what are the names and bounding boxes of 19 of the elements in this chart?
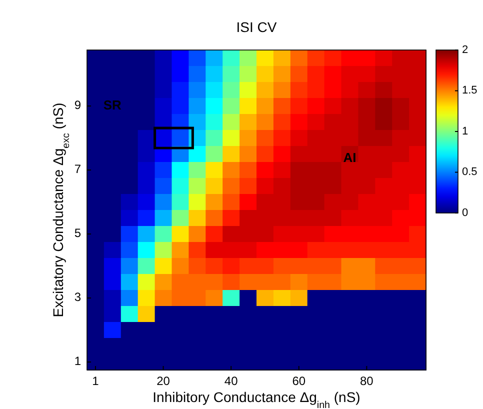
color-bar-label: 1 [462, 125, 468, 138]
y-tick-label: 9 [74, 98, 82, 112]
x-tick-label: 1 [92, 374, 100, 388]
y-tick-label: 7 [74, 162, 82, 176]
color-bar-label: 0 [462, 206, 468, 219]
y-tick-label: 3 [74, 290, 82, 304]
x-tick-label: 80 [360, 374, 374, 388]
color-bar-label: 1.5 [462, 84, 478, 97]
annotation: AI [343, 150, 356, 166]
y-tick-label: 5 [74, 226, 82, 240]
color-bar-label: 0.5 [462, 166, 478, 178]
y-tick-label: 1 [74, 354, 82, 368]
color-bar-label: 2 [462, 44, 468, 56]
x-axis-title: Inhibitory Conductance Δg$_{inh}$ (nS) [152, 389, 360, 409]
x-tick-label: 20 [156, 374, 170, 388]
x-tick-label: 40 [224, 374, 238, 388]
chart-title: ISI CV [236, 19, 278, 35]
annotation: SR [103, 97, 122, 112]
x-tick-label: 60 [292, 374, 306, 388]
